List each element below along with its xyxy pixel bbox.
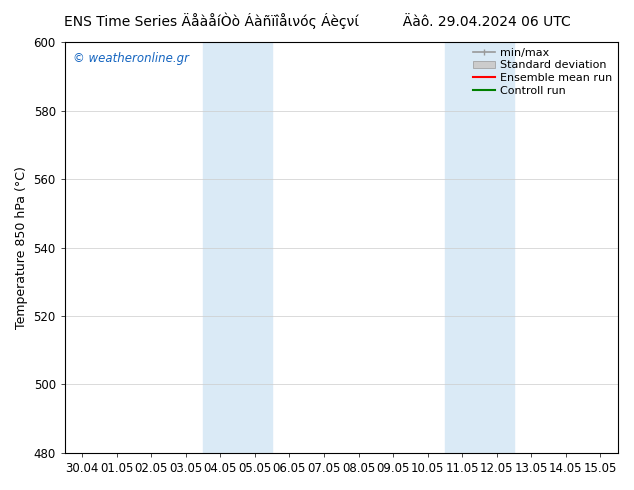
Text: ENS Time Series ÄåàåíÒò Áàñïîåινός Áèçνί          Äàô. 29.04.2024 06 UTC: ENS Time Series ÄåàåíÒò Áàñïîåινός Áèçνί… (63, 12, 571, 29)
Bar (445, 42, 514, 453)
Legend: min/max, Standard deviation, Ensemble mean run, Controll run: min/max, Standard deviation, Ensemble me… (471, 46, 614, 98)
Text: © weatheronline.gr: © weatheronline.gr (73, 52, 189, 65)
Y-axis label: Temperature 850 hPa (°C): Temperature 850 hPa (°C) (15, 166, 28, 329)
Bar (203, 42, 272, 453)
